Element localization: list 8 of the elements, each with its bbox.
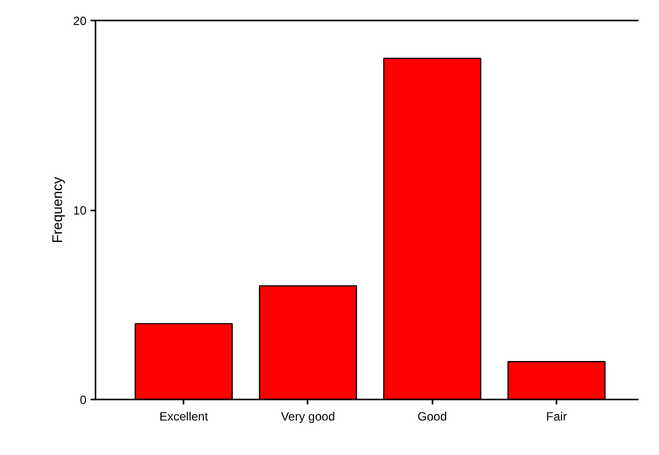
y-tick-label: 10 [73, 204, 87, 218]
x-tick-label: Excellent [159, 410, 209, 424]
x-tick-label: Fair [546, 410, 567, 424]
x-tick-label: Very good [280, 410, 336, 424]
y-tick-label: 0 [80, 393, 87, 407]
y-tick-label: 20 [73, 14, 87, 28]
x-tick-label: Good [418, 410, 447, 424]
y-axis-title: Frequency [49, 176, 66, 244]
